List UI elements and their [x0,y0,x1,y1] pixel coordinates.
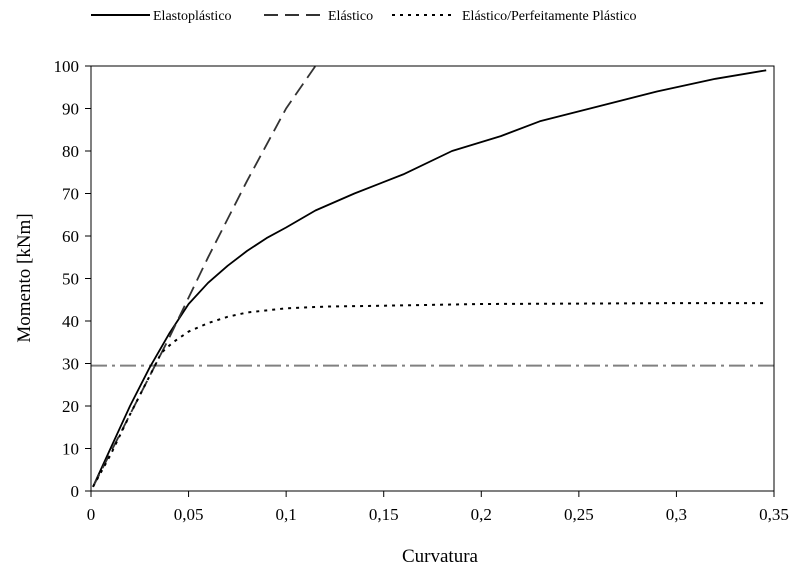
x-tick-label: 0,1 [276,505,297,524]
plot-frame [90,65,775,492]
series-line [92,302,767,488]
x-axis-label: Curvatura [402,546,479,567]
x-tick-label: 0,35 [759,505,789,524]
x-tick-label: 0,05 [174,505,204,524]
y-tick-label: 0 [71,482,80,501]
y-tick-label: 90 [62,100,79,119]
x-tick-label: 0 [87,505,96,524]
x-tick-label: 0,2 [471,505,492,524]
series-line [92,69,767,488]
y-tick-label: 80 [62,142,79,161]
x-tick-label: 0,25 [564,505,594,524]
x-tick-label: 0,3 [666,505,687,524]
y-tick-label: 100 [54,57,80,76]
x-axis-ticks: 0 0,05 0,1 0,15 0,2 0,25 0,3 0,35 [87,491,789,524]
y-tick-label: 20 [62,397,79,416]
series-lines [92,65,767,488]
legend-label: Elastoplástico [153,9,232,24]
legend-label: Elástico/Perfeitamente Plástico [462,9,637,24]
y-tick-label: 40 [62,312,79,331]
y-tick-label: 60 [62,227,79,246]
y-tick-label: 30 [62,355,79,374]
legend: Elastoplástico Elástico Elástico/Perfeitam… [91,9,637,24]
x-tick-label: 0,15 [369,505,399,524]
y-axis-ticks: 0 10 20 30 40 50 60 70 80 90 100 [54,57,91,501]
legend-label: Elástico [328,9,373,24]
series-line [92,65,317,488]
y-tick-label: 10 [62,440,79,459]
axes [90,65,775,492]
y-axis-label: Momento [kNm] [14,213,35,342]
y-tick-label: 50 [62,270,79,289]
y-tick-label: 70 [62,185,79,204]
